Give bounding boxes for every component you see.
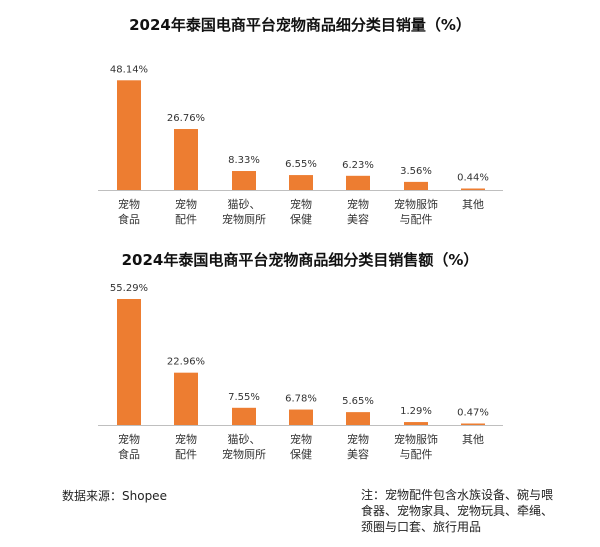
category-label-2: 宠物配件: [175, 197, 197, 226]
data-label-1: 55.29%: [110, 283, 148, 294]
chart-title-sales-revenue: 2024年泰国电商平台宠物商品细分类目销售额（%）: [121, 251, 479, 269]
category-label-4: 宠物保健: [290, 197, 312, 226]
chart-sales-revenue: 55.29% 宠物食品 22.96% 宠物配件 7.55% 猫砂、宠物厕所 6.78% 宠物保…: [98, 283, 503, 461]
data-label-2: 26.76%: [167, 113, 205, 124]
category-label-3: 猫砂、宠物厕所: [222, 198, 266, 226]
data-label-6: 1.29%: [400, 406, 432, 417]
data-label-2: 22.96%: [167, 357, 205, 368]
category-label-5: 宠物美容: [347, 197, 369, 226]
category-label-2: 宠物配件: [175, 432, 197, 461]
bar-4: [289, 409, 313, 425]
bar-5: [346, 175, 370, 190]
data-source: 数据来源：Shopee: [62, 489, 167, 503]
data-label-7: 0.44%: [457, 173, 489, 184]
data-label-1: 48.14%: [110, 64, 148, 75]
data-label-3: 8.33%: [228, 155, 260, 166]
bar-3: [232, 171, 256, 190]
category-label-6: 宠物服饰与配件: [394, 432, 438, 461]
data-label-4: 6.78%: [285, 394, 317, 405]
chart-sales-volume: 48.14% 宠物食品 26.76% 宠物配件 8.33% 猫砂、宠物厕所 6.55% 宠物保…: [98, 64, 503, 226]
category-label-6: 宠物服饰与配件: [394, 197, 438, 226]
data-label-3: 7.55%: [228, 392, 260, 403]
category-label-3: 猫砂、宠物厕所: [222, 433, 266, 461]
footnote: 注：宠物配件包含水族设备、碗与喂食器、宠物家具、宠物玩具、牵绳、颈圈与口套、旅行…: [361, 488, 554, 534]
bar-3: [232, 407, 256, 425]
bar-7: [461, 423, 485, 425]
data-label-5: 6.23%: [342, 160, 374, 171]
category-label-7: 其他: [462, 433, 484, 446]
bar-2: [174, 372, 198, 425]
data-label-4: 6.55%: [285, 159, 317, 170]
data-label-5: 5.65%: [342, 396, 374, 407]
bar-1: [117, 299, 141, 425]
bar-1: [117, 80, 141, 190]
category-label-5: 宠物美容: [347, 432, 369, 461]
chart-title-sales-volume: 2024年泰国电商平台宠物商品细分类目销量（%）: [129, 16, 471, 34]
data-label-7: 0.47%: [457, 408, 489, 419]
bar-5: [346, 412, 370, 425]
category-label-7: 其他: [462, 198, 484, 211]
bar-6: [404, 181, 428, 190]
category-label-1: 宠物食品: [118, 197, 140, 226]
data-label-6: 3.56%: [400, 166, 432, 177]
bar-7: [461, 188, 485, 190]
bar-4: [289, 175, 313, 190]
category-label-4: 宠物保健: [290, 432, 312, 461]
bar-2: [174, 129, 198, 190]
category-label-1: 宠物食品: [118, 432, 140, 461]
bar-6: [404, 422, 428, 425]
